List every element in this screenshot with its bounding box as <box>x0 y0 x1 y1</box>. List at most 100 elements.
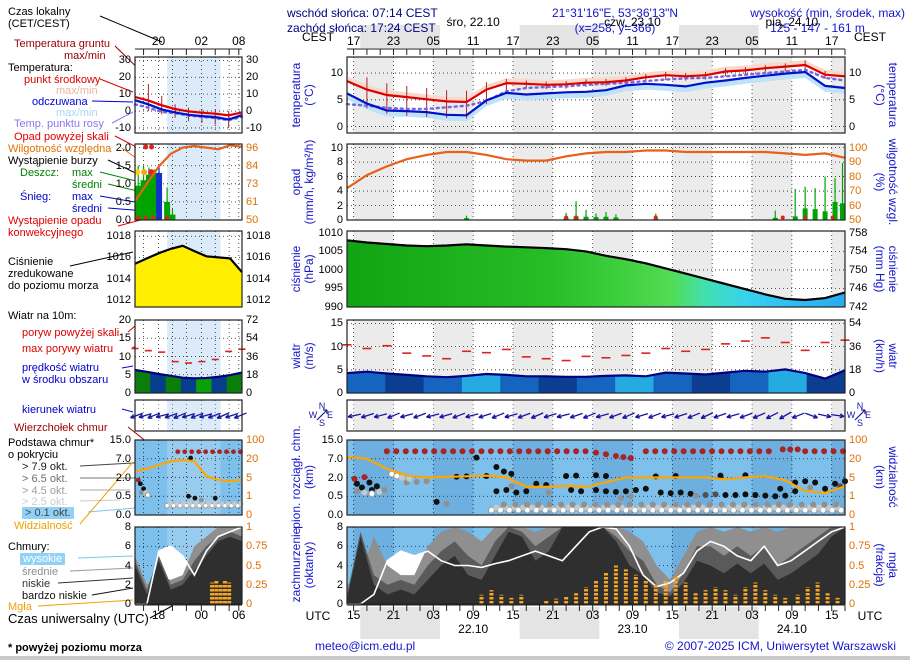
tick-label: 18 <box>151 608 166 622</box>
tick-label: 750 <box>849 263 868 276</box>
tick-label: 21 <box>386 608 401 622</box>
tick-label: 03 <box>585 608 600 622</box>
tick-label: 4 <box>336 559 343 572</box>
sunset-text: zachód słońca: 17:24 CEST <box>287 21 436 35</box>
legend-midpoint: punkt środkowy <box>24 74 101 86</box>
tick-label: 18 <box>849 363 862 376</box>
legend-okta-65: > 6.5 okt. <box>22 473 68 485</box>
tick-label: 0.75 <box>849 540 871 553</box>
tick-label: 23.10 <box>617 622 648 636</box>
legend-clouds-low: niskie <box>22 578 51 590</box>
legend-utc-time: Czas uniwersalny (UTC) <box>8 611 149 626</box>
tick-label: 08 <box>232 34 246 48</box>
tick-label: 2.0 <box>327 471 343 484</box>
svg-text:W: W <box>309 410 318 420</box>
tick-label: 0 <box>849 598 856 610</box>
tick-label: 5 <box>849 93 856 106</box>
legend-humidity: Wilgotność względna <box>8 143 112 155</box>
tick-label: 1000 <box>318 263 343 276</box>
tick-label: 17 <box>825 34 839 48</box>
svg-text:N: N <box>319 401 326 411</box>
tick-label: 73 <box>246 177 259 190</box>
legend-visibility: Widzialność <box>14 520 73 532</box>
tick-label: 50 <box>849 214 862 226</box>
tick-label: 2 <box>336 199 343 212</box>
svg-text:S: S <box>857 418 863 428</box>
tick-label: 1.5 <box>115 159 131 172</box>
tick-label: pią, 24.10 <box>765 15 819 29</box>
tick-label: 0 <box>336 214 343 226</box>
legend-fog: Mgła <box>8 601 32 613</box>
svg-text:E: E <box>865 410 871 420</box>
tick-label: 2 <box>124 578 131 591</box>
legend-cloud-top: Wierzchołek chmur <box>14 422 108 434</box>
tick-label: 5 <box>336 93 343 106</box>
tick-label: 0 <box>246 387 253 399</box>
tick-label: 21 <box>546 608 560 622</box>
bottom-divider <box>0 656 910 660</box>
altitude-label: wysokość (min, środek, max) <box>750 6 905 20</box>
tick-label: 995 <box>324 282 343 295</box>
footnote: * powyżej poziomu morza <box>8 642 142 654</box>
legend-precip-above-scale: Opad powyżej skali <box>14 131 109 143</box>
tick-label: 1 <box>849 521 856 533</box>
tick-label: 10 <box>330 340 343 353</box>
tick-label: 5 <box>246 471 253 484</box>
tick-label: śro, 22.10 <box>446 15 500 29</box>
tick-label: 0 <box>849 387 856 399</box>
legend-rain-avg: średni <box>72 179 102 191</box>
tick-label: 0.75 <box>246 540 268 553</box>
tick-label: 18 <box>246 368 259 381</box>
legend-clouds-mid: średnie <box>22 566 59 578</box>
tick-label: 20 <box>849 452 862 465</box>
tick-label: 0.25 <box>246 578 268 591</box>
tick-label: 5 <box>849 471 856 484</box>
altitude-value: 125 - 147 - 161 m <box>770 21 865 35</box>
tick-label: 84 <box>246 159 259 172</box>
tick-label: 90 <box>849 156 862 169</box>
legend-convective-1: Wystąpienie opadu <box>8 215 102 227</box>
tick-label: 6 <box>336 540 343 553</box>
tick-label: 11 <box>466 34 480 48</box>
tick-label: 30 <box>246 54 259 67</box>
tick-label: 1014 <box>106 272 131 285</box>
tick-label: 0 <box>336 598 343 610</box>
tick-label: 8 <box>336 156 343 169</box>
tick-label: 23 <box>386 34 401 48</box>
legend-wind-dir: kierunek wiatru <box>22 404 96 416</box>
tick-label: 50 <box>246 214 259 226</box>
tick-label: 0 <box>849 120 856 133</box>
tick-label: 54 <box>849 317 862 330</box>
contact-email-link[interactable]: meteo@icm.edu.pl <box>315 639 416 653</box>
tick-label: 15 <box>330 317 343 330</box>
tick-label: 24.10 <box>776 622 807 636</box>
tick-label: 2 <box>336 578 343 591</box>
tick-label: 0.5 <box>849 559 865 572</box>
legend-maxmin-2: max/min <box>56 107 98 119</box>
tick-label: 05 <box>745 34 759 48</box>
legend-okta-01: > 0.1 okt. <box>22 507 74 519</box>
tick-label: 0 <box>246 509 253 521</box>
tick-label: 23 <box>546 34 560 48</box>
tick-label: 758 <box>849 226 868 239</box>
tick-label: 09 <box>466 608 480 622</box>
tick-label: 100 <box>849 141 868 154</box>
tick-label: 10 <box>246 88 259 101</box>
tick-label: 15 <box>118 332 131 345</box>
tick-label: 20 <box>246 452 259 465</box>
tick-label: 03 <box>745 608 759 622</box>
tick-label: 0 <box>124 598 131 610</box>
tick-label: 20 <box>118 71 131 84</box>
tick-label: 0.5 <box>115 195 131 208</box>
tick-label: 1012 <box>106 293 131 306</box>
legend-wind-speed-2: w środku obszaru <box>22 374 109 386</box>
tick-label: 0 <box>124 387 131 399</box>
copyright-text: © 2007-2025 ICM, Uniwersytet Warszawski <box>664 639 896 653</box>
legend-max-gusts: max porywy wiatru <box>22 343 114 355</box>
tick-label: 23 <box>705 34 719 48</box>
legend-storm: Wystąpienie burzy <box>8 155 98 167</box>
svg-text:S: S <box>319 418 325 428</box>
tick-label: 7.0 <box>327 452 343 465</box>
